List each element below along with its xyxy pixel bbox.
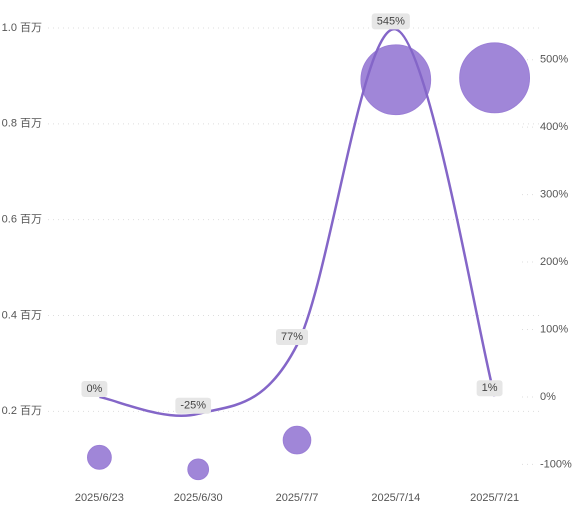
value-label-box	[371, 13, 410, 30]
value-label: 545%	[371, 13, 410, 30]
x-tick-label: 2025/7/21	[470, 492, 519, 504]
x-tick-label: 2025/7/14	[371, 492, 420, 504]
line	[99, 28, 496, 417]
y-tick-label: 0.4 百万	[2, 309, 42, 321]
y2-tick-label: 0%	[540, 391, 556, 403]
value-label: 0%	[81, 380, 108, 397]
x-tick-label: 2025/6/30	[174, 492, 223, 504]
y2-tick-label: 100%	[540, 323, 568, 335]
value-label-box	[476, 380, 503, 397]
value-label-text: 77%	[281, 331, 303, 343]
bubble	[187, 458, 210, 481]
y2-tick-label: -100%	[540, 458, 572, 470]
y-tick-label: 1.0 百万	[2, 22, 42, 34]
value-label-box	[81, 380, 108, 397]
y2-tick-label: 400%	[540, 121, 568, 133]
bubble	[459, 42, 531, 114]
bubble	[282, 425, 312, 455]
y-tick-label: 0.8 百万	[2, 118, 42, 130]
value-label: -25%	[175, 397, 212, 414]
value-label-text: -25%	[180, 400, 206, 412]
value-label-text: 545%	[377, 15, 405, 27]
bubble	[87, 444, 112, 470]
value-label: 1%	[476, 380, 503, 397]
value-label: 77%	[275, 329, 309, 346]
y2-tick-label: 200%	[540, 256, 568, 268]
bubble	[360, 44, 432, 116]
y2-tick-label: 300%	[540, 189, 568, 201]
value-label-text: 0%	[86, 383, 102, 395]
value-label-box	[275, 329, 309, 346]
y-tick-label: 0.6 百万	[2, 214, 42, 226]
value-label-box	[175, 397, 212, 414]
x-tick-label: 2025/6/23	[75, 492, 124, 504]
x-tick-label: 2025/7/7	[276, 492, 319, 504]
value-label-text: 1%	[482, 382, 498, 394]
y2-tick-label: 500%	[540, 54, 568, 66]
y-tick-label: 0.2 百万	[2, 405, 42, 417]
